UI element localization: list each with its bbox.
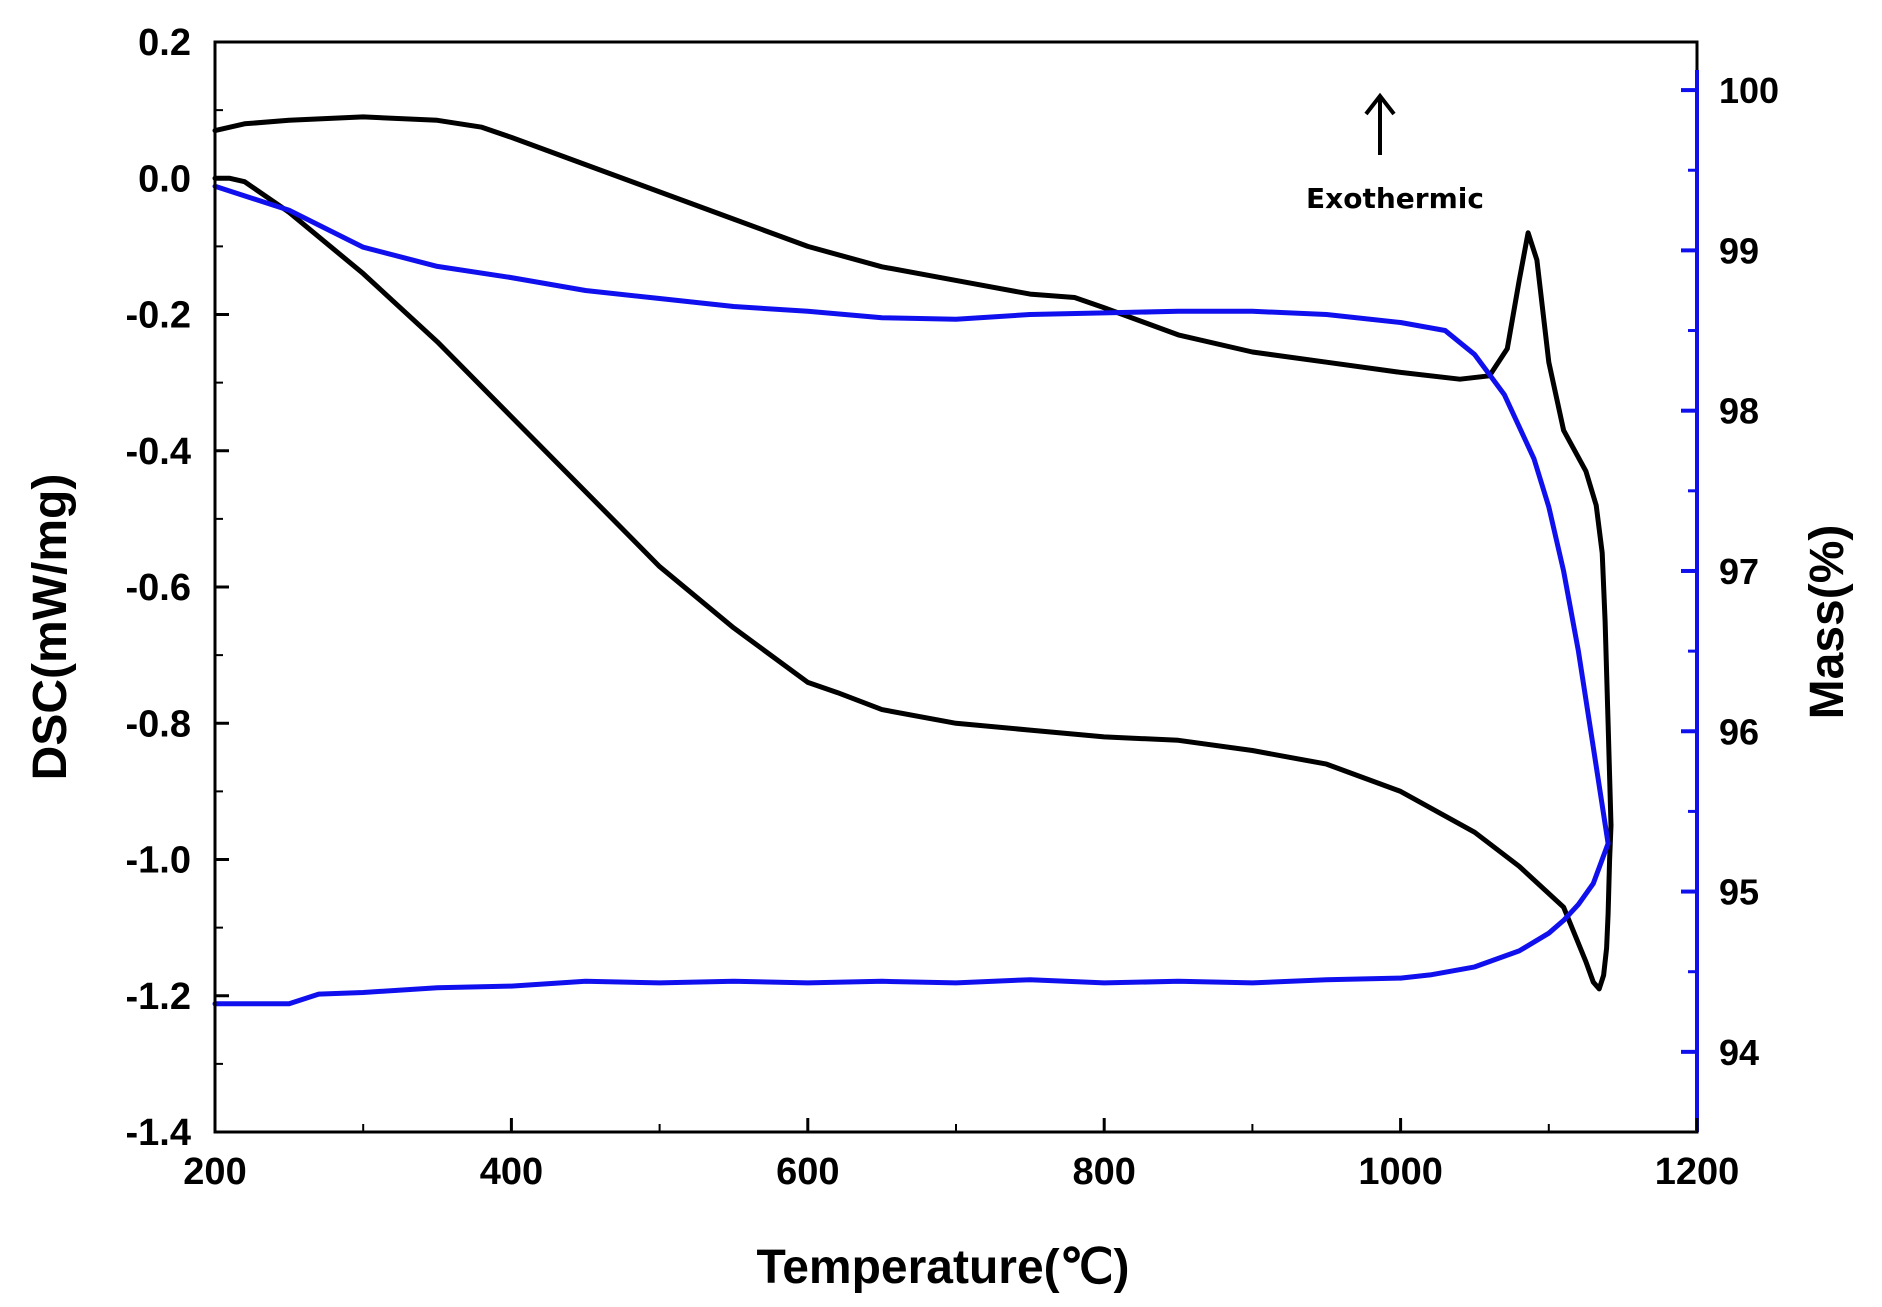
- x-tick-label: 200: [183, 1151, 246, 1193]
- series-line-mass-heating: [212, 183, 1611, 846]
- y-tick-label: 0.0: [138, 158, 191, 200]
- series-line-mass-cooling: [212, 841, 1611, 1007]
- y-tick-label: -0.4: [126, 431, 191, 473]
- series-line-dsc-heating: [212, 114, 1614, 828]
- y-tick-label: -0.8: [126, 703, 191, 745]
- y2-axis-title: Mass(%): [1801, 525, 1854, 720]
- y-tick-label: 0.2: [138, 22, 191, 64]
- y2-tick-label: 99: [1719, 230, 1759, 271]
- x-tick-label: 400: [480, 1151, 543, 1193]
- x-tick-label: 800: [1072, 1151, 1135, 1193]
- y-tick-label: -1.2: [126, 976, 191, 1018]
- y2-tick-label: 100: [1719, 70, 1779, 111]
- y-tick-label: -0.2: [126, 295, 191, 337]
- y-axis-title: DSC(mW/mg): [24, 474, 77, 781]
- x-tick-label: 1000: [1358, 1151, 1443, 1193]
- y2-tick-label: 95: [1719, 872, 1759, 913]
- y-tick-label: -1.4: [126, 1112, 191, 1154]
- y2-tick-label: 96: [1719, 711, 1759, 752]
- exothermic-label: Exothermic: [1306, 182, 1484, 215]
- x-tick-label: 600: [776, 1151, 839, 1193]
- up-arrow-icon: [1364, 92, 1396, 155]
- y2-tick-label: 98: [1719, 391, 1759, 432]
- series-line-dsc-cooling: [212, 175, 1614, 992]
- axis-ticks: [213, 40, 1699, 1134]
- y2-tick-label: 94: [1719, 1032, 1759, 1073]
- x-tick-label: 1200: [1655, 1151, 1740, 1193]
- y-tick-label: -0.6: [126, 567, 191, 609]
- tick-labels: 200 400 600 800 1000 1200 0.2 0.0 -0.2 -0.4 -0.6 -0…: [126, 22, 1780, 1193]
- x-axis-title: Temperature(℃): [756, 1241, 1129, 1294]
- y-tick-label: -1.0: [126, 840, 191, 882]
- exothermic-annotation: Exothermic: [1306, 92, 1484, 215]
- plot-lines: [212, 114, 1614, 1007]
- y2-tick-label: 97: [1719, 551, 1759, 592]
